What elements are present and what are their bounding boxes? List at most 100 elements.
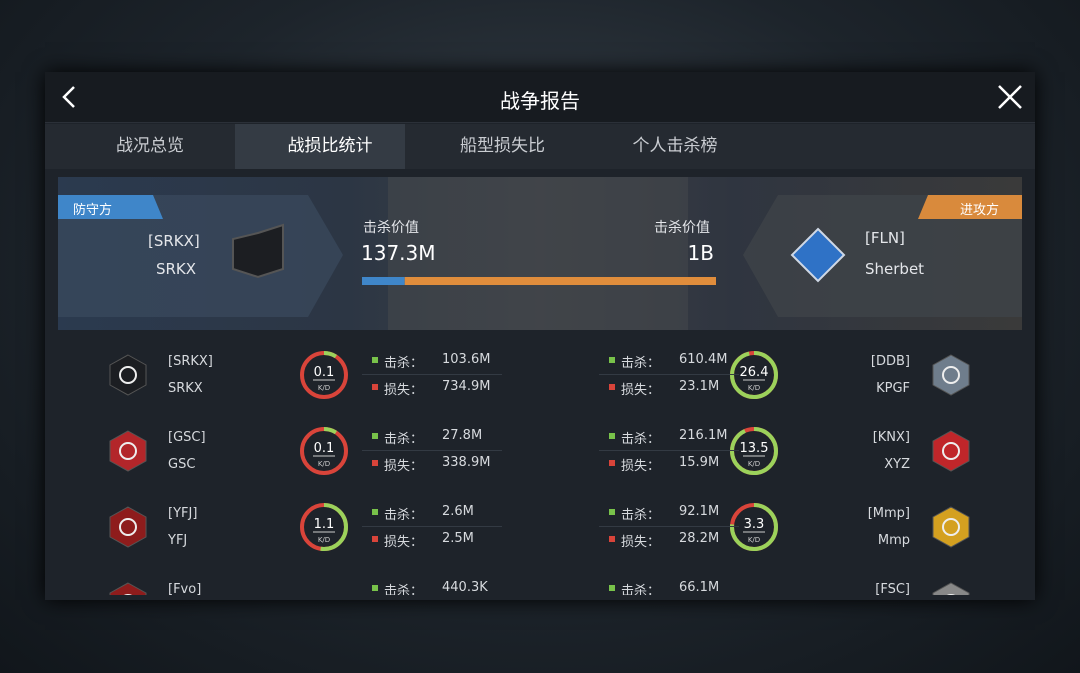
loss-bullet (609, 460, 615, 466)
corp-emblem (109, 430, 147, 472)
loss-value: 15.9M (679, 455, 720, 470)
kd-label: K/D (318, 384, 330, 392)
loss-label: 损失： (384, 535, 424, 550)
title: 战争报告 (500, 89, 580, 113)
corp-name: Mmp (877, 533, 910, 548)
loss-value: 734.9M (442, 379, 491, 394)
separator (599, 450, 739, 451)
corp-tag: [DDB] (870, 354, 910, 369)
corp-name: KPGF (876, 381, 910, 396)
emblem-mark (942, 518, 960, 536)
tab-bar: 战况总览 战损比统计 船型损失比 个人击杀榜 (45, 124, 1035, 169)
corp-row: [YFJ] YFJ 1.1 K/D 击杀： 2.6M 损失： 2.5M (58, 492, 1022, 568)
tab[interactable]: 战损比统计 (235, 124, 405, 169)
defender-name: SRKX (155, 260, 196, 278)
defender-tag: [SRKX] (148, 232, 200, 250)
emblem-shape (932, 582, 970, 595)
kd-value: 0.1 (314, 441, 335, 456)
defender-bar (362, 277, 405, 285)
kill-label: 击杀： (621, 508, 661, 523)
close-button[interactable] (997, 84, 1023, 110)
attacker-tag: [FLN] (865, 229, 905, 247)
kd-value: 3.3 (744, 517, 765, 532)
kill-value-label: 击杀价值 (363, 220, 419, 236)
defender-role: 防守方 (73, 203, 113, 218)
corp-emblem (932, 582, 970, 595)
loss-bullet (372, 460, 378, 466)
header: 战争报告 (45, 72, 1035, 123)
kill-value: 440.3K (442, 580, 488, 595)
emblem-mark (119, 366, 137, 384)
tab[interactable]: 船型损失比 (460, 136, 545, 156)
loss-value: 338.9M (442, 455, 491, 470)
kill-value: 66.1M (679, 580, 720, 595)
kd-label: K/D (748, 384, 760, 392)
tab[interactable]: 战况总览 (116, 136, 184, 156)
kill-value-bar (362, 277, 716, 285)
corp-name: SRKX (168, 381, 203, 396)
emblem-shape (109, 354, 147, 396)
kd-value: 26.4 (740, 365, 769, 380)
attacker-kill-value: 1B (687, 241, 714, 265)
corp-tag: [FSC] (875, 582, 910, 595)
kd-ring: 26.4 K/D (730, 351, 778, 399)
loss-bullet (609, 384, 615, 390)
corp-emblem (109, 506, 147, 548)
tab[interactable]: 个人击杀榜 (632, 136, 718, 156)
kill-value: 2.6M (442, 504, 474, 519)
emblem-shape (932, 354, 970, 396)
corp-emblem (932, 506, 970, 548)
summary-banner: 防守方 [SRKX] SRKX 击杀价值 137.3M 击杀价值 1B 进攻方 … (58, 177, 1022, 330)
kd-label: K/D (318, 536, 330, 544)
loss-bullet (372, 536, 378, 542)
kill-label: 击杀： (384, 508, 424, 523)
back-button[interactable] (57, 84, 83, 110)
kill-bullet (372, 585, 378, 591)
kd-label: K/D (748, 536, 760, 544)
kd-value: 1.1 (314, 517, 335, 532)
emblem-shape (932, 506, 970, 548)
corp-tag: [YFJ] (168, 506, 198, 521)
kill-bullet (372, 509, 378, 515)
kd-ring: 0.1 K/D (300, 427, 348, 475)
corp-emblem (109, 582, 147, 595)
separator (362, 374, 502, 375)
kill-bullet (609, 585, 615, 591)
kd-label: K/D (318, 460, 330, 468)
emblem-mark (119, 442, 137, 460)
corp-row: [SRKX] SRKX 0.1 K/D 击杀： 103.6M 损失： 734.9M (58, 340, 1022, 416)
emblem-shape (932, 430, 970, 472)
kd-ring: 3.3 K/D (730, 503, 778, 551)
ring-kill (300, 427, 348, 475)
kill-value: 103.6M (442, 352, 491, 367)
kill-bullet (609, 433, 615, 439)
corp-row: [FSC] 击杀： 66.1M (58, 568, 1022, 595)
kill-bullet (609, 509, 615, 515)
kd-ring: 13.5 K/D (730, 427, 778, 475)
emblem-mark (942, 442, 960, 460)
corp-tag: [Mmp] (867, 506, 910, 521)
banner-shapes (58, 177, 1022, 330)
corp-emblem (109, 354, 147, 396)
emblem-mark (119, 518, 137, 536)
loss-label: 损失： (384, 459, 424, 474)
kd-value: 13.5 (740, 441, 769, 456)
corp-row: [GSC] GSC 0.1 K/D 击杀： 27.8M 损失： 338.9M (58, 416, 1022, 492)
separator (362, 450, 502, 451)
corp-list: [SRKX] SRKX 0.1 K/D 击杀： 103.6M 损失： 734.9M [GSC] G… (58, 340, 1022, 595)
kill-label: 击杀： (384, 432, 424, 447)
kill-value: 610.4M (679, 352, 728, 367)
loss-label: 损失： (621, 459, 661, 474)
corp-name: YFJ (168, 533, 188, 548)
kill-label: 击杀： (621, 356, 661, 371)
corp-row: [DDB] KPGF 26.4 K/D 击杀： 610.4M 损失： 23.1M (58, 340, 1022, 416)
kd-label: K/D (748, 460, 760, 468)
kd-ring: 0.1 K/D (300, 351, 348, 399)
emblem-shape (109, 582, 147, 595)
attacker-role: 进攻方 (960, 203, 1000, 218)
kill-value: 216.1M (679, 428, 728, 443)
loss-bullet (372, 384, 378, 390)
report-panel: 战争报告 战况总览 战损比统计 船型损失比 个人击杀榜 防守方 [SRKX] SRKX… (45, 72, 1035, 600)
emblem-mark (942, 366, 960, 384)
corp-tag: [KNX] (872, 430, 910, 445)
